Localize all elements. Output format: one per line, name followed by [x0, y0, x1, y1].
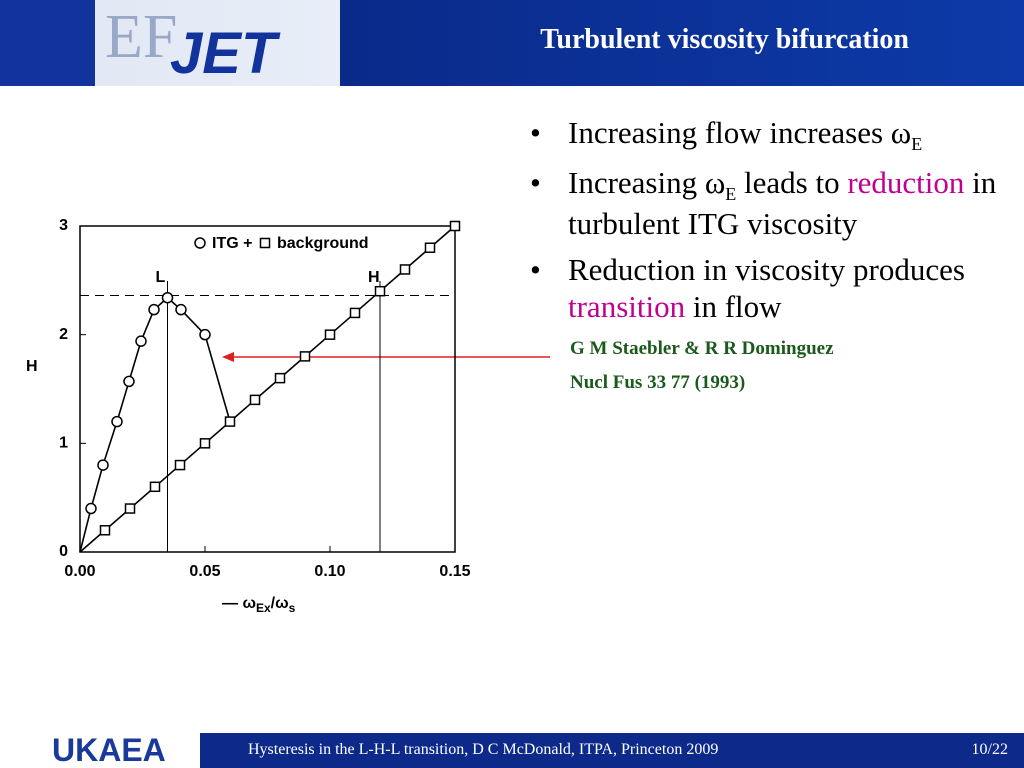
bullet-text: Increasing flow increases ω: [568, 115, 912, 150]
point: [399, 264, 411, 275]
y-tick-label: 1: [59, 435, 68, 452]
point: [135, 335, 147, 347]
point: [148, 303, 160, 316]
arrow-head: [222, 352, 234, 362]
point: [85, 502, 97, 515]
footer-text: Hysteresis in the L-H-L transition, D C …: [248, 741, 719, 758]
point: [449, 220, 461, 232]
bullet-text: in turbulent ITG viscosity: [568, 165, 997, 241]
y-tick-label: 2: [59, 326, 68, 343]
bullet-text: E: [911, 134, 923, 155]
bullet-text: leads to: [736, 165, 848, 201]
point: [274, 372, 286, 384]
x-label-part: — ω: [222, 595, 256, 612]
point: [149, 481, 161, 493]
reference: G M Staebler & R R Dominguez: [570, 337, 834, 359]
x-axis-label: — ωEx/ωs: [222, 595, 296, 615]
legend-label: ITG +: [212, 235, 252, 252]
bullet-text: E: [725, 184, 737, 205]
legend-label: background: [277, 235, 369, 252]
bullet-text: Increasing ω: [568, 165, 726, 201]
point: [374, 285, 386, 297]
page-number: 10/22: [971, 741, 1008, 758]
point: [224, 416, 236, 427]
bullet-text: transition: [568, 289, 686, 324]
point: [199, 328, 211, 341]
legend-marker: [259, 237, 271, 249]
point: [174, 459, 186, 471]
reference-label: L: [156, 269, 166, 286]
point: [249, 394, 261, 406]
footer-logo: UKAEA: [0, 733, 200, 768]
point: [97, 459, 109, 471]
chart: 0 1 2 3 0.00 0.05 0.10 0.15 L H H — ωEx/ωs ITG + back…: [26, 217, 550, 615]
bullet: Reduction in viscosity produces transiti…: [530, 252, 1010, 325]
x-tick-label: 0.00: [64, 563, 95, 580]
point: [299, 351, 311, 362]
header: EF JET Turbulent viscosity bifurcation: [0, 0, 1024, 86]
eu-flag: [0, 0, 95, 86]
plot-frame: [79, 225, 456, 553]
x-label-part: /ω: [271, 595, 289, 612]
series-line: [79, 225, 456, 553]
point: [349, 307, 361, 319]
x-label-part: Ex: [256, 601, 271, 615]
point: [123, 375, 135, 388]
x-tick-label: 0.05: [189, 563, 220, 580]
bullets: Increasing flow increases ωEIncreasing ω…: [530, 115, 1010, 394]
y-tick-label: 3: [59, 217, 68, 234]
series-vertices: [91, 298, 205, 509]
y-tick-label: 0: [59, 543, 68, 560]
point: [99, 525, 111, 536]
point: [424, 242, 436, 253]
slide-title: Turbulent viscosity bifurcation: [540, 24, 909, 55]
x-label-part: s: [289, 601, 296, 615]
x-tick-label: 0.15: [439, 563, 470, 580]
footer: UKAEA Hysteresis in the L-H-L transition…: [0, 733, 1024, 768]
legend-marker: [194, 237, 206, 249]
bullet: Increasing flow increases ωE: [530, 115, 1010, 155]
point: [324, 329, 336, 340]
logo-text: JET: [170, 21, 277, 86]
logo-text: EF: [105, 3, 178, 71]
bullet-text: Reduction in viscosity produces: [568, 252, 965, 288]
point: [161, 291, 174, 304]
x-tick-label: 0.10: [314, 563, 345, 580]
reference: Nucl Fus 33 77 (1993): [570, 371, 746, 393]
bullet: Increasing ωE leads to reduction in turb…: [530, 165, 1010, 242]
point: [199, 438, 211, 449]
point: [111, 415, 123, 428]
y-axis-label: H: [26, 358, 38, 375]
point: [175, 303, 187, 316]
reference-label: H: [368, 269, 380, 286]
bullet-text: in flow: [685, 289, 782, 324]
point: [124, 503, 136, 514]
bullet-text: reduction: [847, 165, 965, 201]
